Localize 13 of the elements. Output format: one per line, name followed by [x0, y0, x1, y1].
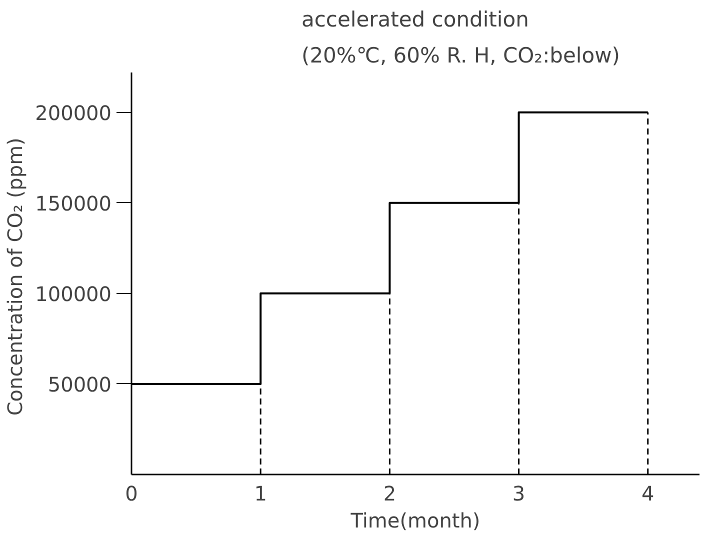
y-axis-title: Concentration of CO₂ (ppm) [3, 138, 28, 416]
x-tick-label: 4 [642, 482, 654, 506]
y-tick-label: 100000 [35, 282, 112, 306]
y-tick-label: 150000 [35, 191, 112, 216]
chart-title: accelerated condition [302, 8, 529, 32]
x-axis-title: Time(month) [350, 508, 480, 532]
x-tick-label: 0 [125, 482, 138, 506]
x-tick-label: 1 [254, 482, 267, 506]
chart-subtitle: (20%℃, 60% R. H, CO₂:below) [302, 44, 620, 68]
x-tick-label: 3 [512, 482, 526, 506]
y-tick-label: 50000 [48, 372, 112, 396]
x-tick-label: 2 [383, 482, 396, 506]
y-tick-label: 200000 [35, 100, 112, 125]
